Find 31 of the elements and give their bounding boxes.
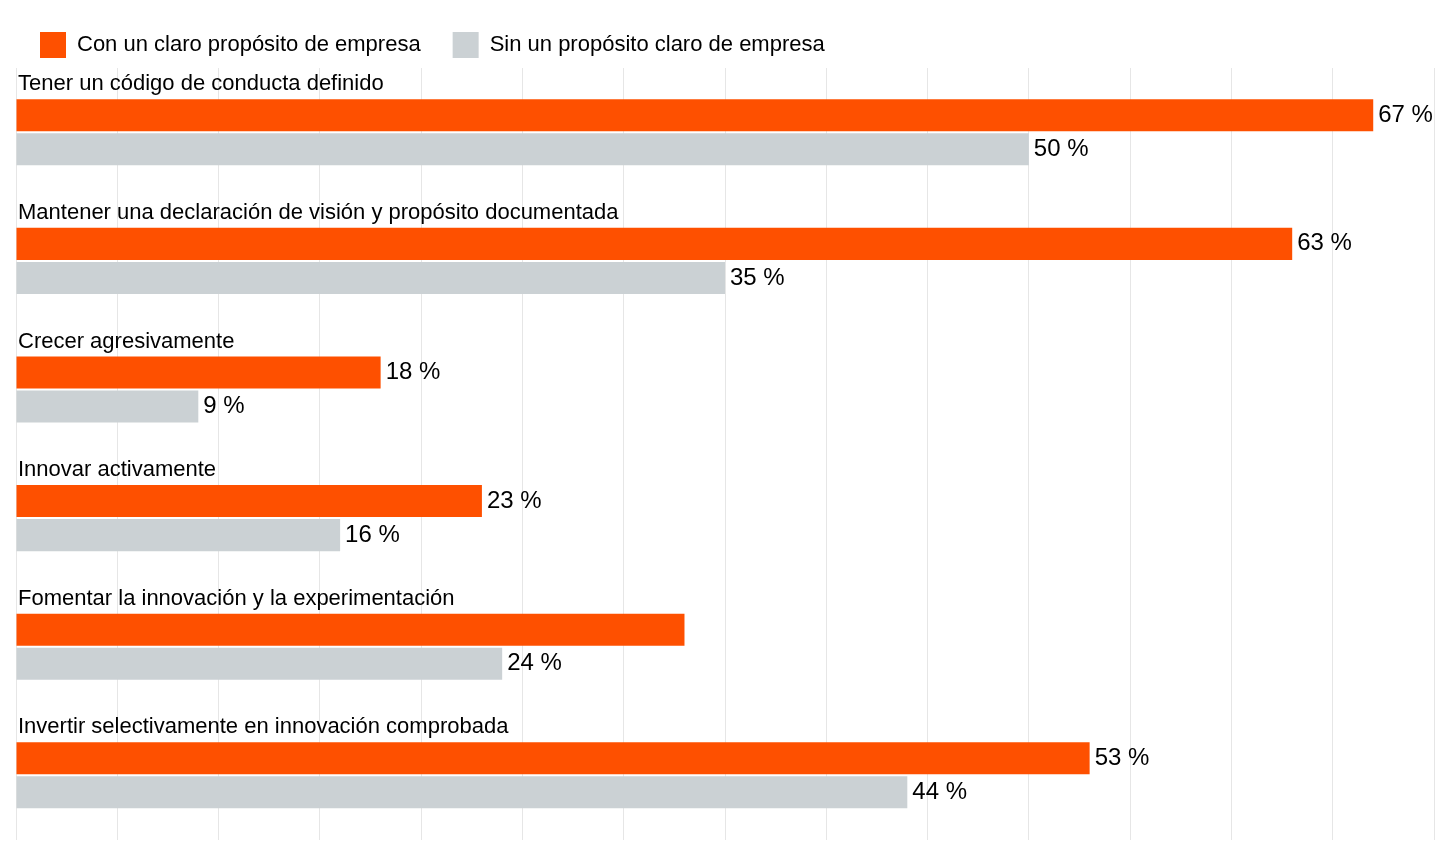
y-tick-label: Innovar activamente bbox=[18, 456, 217, 482]
bar bbox=[16, 647, 503, 680]
data-label: 16 % bbox=[345, 519, 400, 547]
data-label: 63 % bbox=[1297, 228, 1352, 256]
bar bbox=[16, 261, 725, 294]
bar bbox=[16, 613, 685, 646]
bar bbox=[16, 519, 341, 552]
bar bbox=[16, 776, 908, 809]
legend-label: Con un claro propósito de empresa bbox=[77, 31, 422, 57]
bar bbox=[16, 390, 199, 423]
y-tick-label: Crecer agresivamente bbox=[18, 327, 235, 353]
data-label: 9 % bbox=[203, 391, 245, 419]
legend-label: Sin un propósito claro de empresa bbox=[489, 31, 826, 57]
bar bbox=[16, 485, 482, 518]
y-tick-label: Mantener una declaración de visión y propósito documentada bbox=[18, 198, 620, 224]
data-label: 35 % bbox=[730, 262, 785, 290]
y-tick-label: Invertir selectivamente en innovación comprobada bbox=[18, 713, 510, 739]
y-tick-label: Fomentar la innovación y la experimentación bbox=[18, 584, 455, 610]
data-label: 44 % bbox=[912, 776, 968, 804]
data-label: 18 % bbox=[385, 357, 441, 385]
bar bbox=[16, 99, 1374, 132]
bar bbox=[16, 227, 1293, 260]
y-tick-label: Tener un código de conducta definido bbox=[18, 70, 384, 96]
data-label: 23 % bbox=[486, 485, 542, 513]
bar bbox=[16, 356, 381, 389]
bar bbox=[16, 133, 1029, 166]
data-label: 50 % bbox=[1033, 133, 1089, 161]
data-label: 24 % bbox=[507, 648, 562, 676]
data-label: 67 % bbox=[1378, 99, 1433, 127]
data-label: 53 % bbox=[1094, 742, 1150, 770]
bar bbox=[16, 742, 1090, 775]
